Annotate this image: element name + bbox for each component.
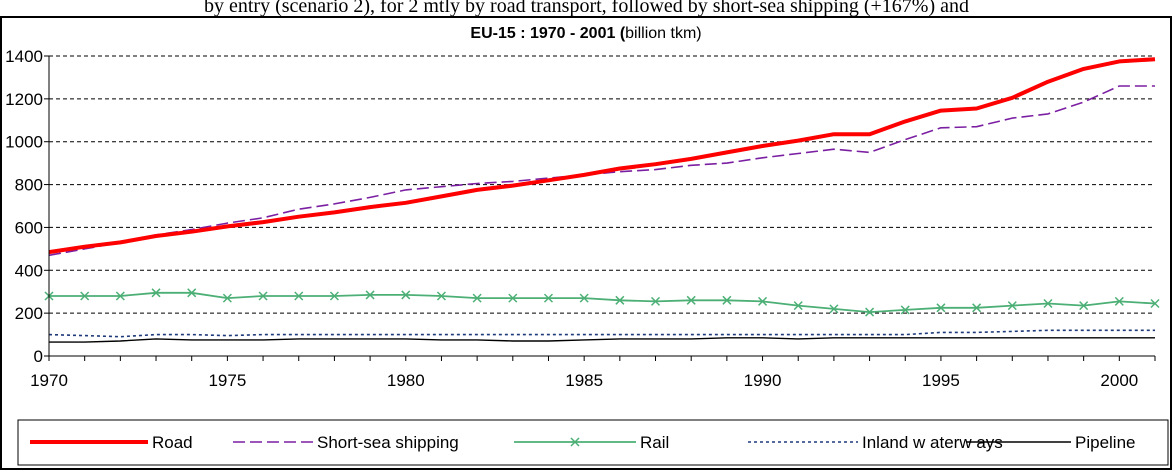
rail-point-marker <box>1079 301 1089 311</box>
rail-point-marker <box>151 288 161 298</box>
series-lines <box>44 57 1160 343</box>
series-line-rail <box>49 291 1156 314</box>
rail-point-marker <box>650 296 661 306</box>
legend-item-inland-w-aterw-ays: Inland w aterw ays <box>748 433 1003 452</box>
y-tick-label: 800 <box>15 176 43 195</box>
rail-point-marker <box>80 291 90 301</box>
rail-point-marker <box>543 293 554 303</box>
rail-point-marker <box>1043 298 1053 309</box>
rail-point-marker <box>1114 296 1124 306</box>
rail-point-marker <box>401 290 411 300</box>
legend-item-short-sea-shipping: Short-sea shipping <box>233 433 459 452</box>
legend-label: Short-sea shipping <box>317 433 459 452</box>
rail-point-marker <box>508 293 518 303</box>
x-tick-label: 1970 <box>30 371 68 390</box>
x-tick-label: 1990 <box>744 371 782 390</box>
rail-point-marker <box>900 305 910 315</box>
x-tick-label: 1995 <box>922 371 960 390</box>
rail-point-marker <box>686 295 696 305</box>
rail-point-marker <box>972 303 982 313</box>
chart-title: EU-15 : 1970 - 2001 (billion tkm) <box>470 25 701 42</box>
rail-point-marker <box>936 303 946 313</box>
y-tick-label: 600 <box>15 218 43 237</box>
rail-point-marker <box>187 288 197 298</box>
rail-point-marker <box>829 304 839 314</box>
legend: Road Short-sea shipping Rail Inland w aterw… <box>30 433 1136 452</box>
x-tick-label: 1975 <box>208 371 246 390</box>
chart-title-normal: billion tkm) <box>625 25 701 42</box>
rail-point-marker <box>472 293 482 303</box>
rail-point-marker <box>722 295 732 305</box>
legend-label: Road <box>152 433 193 452</box>
y-axis-ticks: 0 200 400 600 800 1000 1200 1400 <box>5 47 49 366</box>
legend-item-road: Road <box>30 433 193 452</box>
rail-point-marker <box>865 307 875 317</box>
series-line-pipeline <box>49 337 1155 343</box>
legend-item-rail: Rail <box>514 433 669 452</box>
series-line-short-sea-shipping <box>48 85 1155 257</box>
x-tick-label: 1980 <box>387 371 425 390</box>
legend-item-pipeline: Pipeline <box>966 433 1136 452</box>
rail-point-marker <box>579 293 589 303</box>
rail-point-marker <box>222 293 232 303</box>
rail-point-marker <box>329 291 339 301</box>
rail-point-marker <box>793 301 803 311</box>
y-tick-label: 400 <box>15 261 43 280</box>
legend-label: Rail <box>640 433 669 452</box>
x-tick-label: 1985 <box>565 371 603 390</box>
x-tick-label: 2000 <box>1100 371 1138 390</box>
rail-point-marker <box>436 291 446 301</box>
chart-frame <box>0 16 1172 470</box>
series-line-road <box>48 57 1156 255</box>
y-tick-label: 200 <box>15 304 43 323</box>
rail-point-marker <box>758 296 768 306</box>
rail-point-marker <box>365 290 375 300</box>
y-tick-label: 1000 <box>5 133 43 152</box>
legend-label: Pipeline <box>1075 433 1136 452</box>
x-axis-ticks: 1970 1975 1980 1985 1990 1995 2000 <box>30 356 1156 390</box>
y-tick-label: 0 <box>34 347 43 366</box>
rail-point-marker <box>570 437 580 447</box>
series-line-inland-w-aterw-ays <box>48 329 1155 338</box>
y-tick-label: 1200 <box>5 90 43 109</box>
caption-fragment: by entry (scenario 2), for 2 mtly by roa… <box>204 0 969 16</box>
rail-point-marker <box>1007 301 1017 311</box>
legend-label: Inland w aterw ays <box>862 433 1003 452</box>
rail-point-marker <box>115 291 125 301</box>
rail-point-marker <box>258 291 268 301</box>
rail-point-marker <box>294 291 304 301</box>
y-tick-label: 1400 <box>5 47 43 66</box>
rail-point-marker <box>615 295 625 305</box>
rail-point-marker <box>1150 298 1160 309</box>
chart-title-bold: EU-15 : 1970 - 2001 ( <box>470 25 625 42</box>
